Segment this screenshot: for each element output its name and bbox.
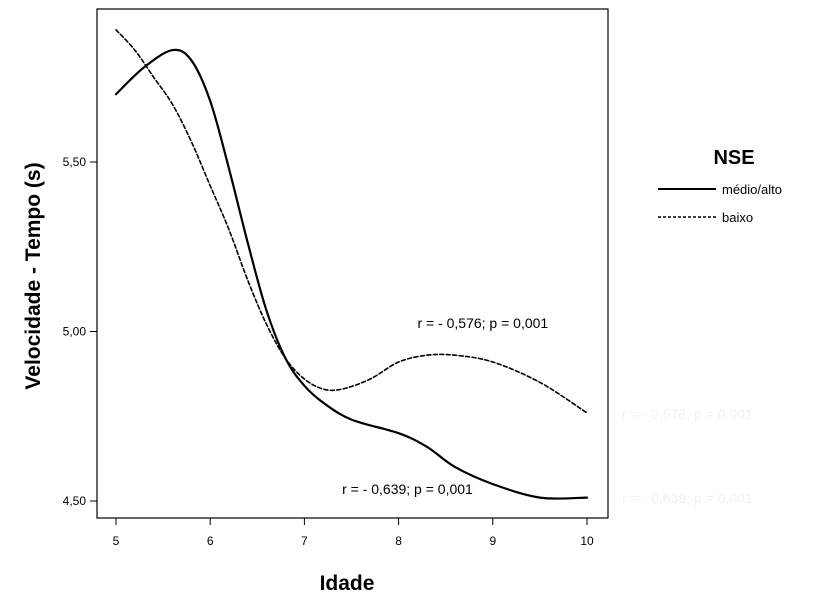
legend-label-medio-alto: médio/alto (722, 182, 782, 197)
x-tick-label: 5 (113, 534, 120, 548)
legend-label-baixo: baixo (722, 210, 753, 225)
series-layer (114, 29, 589, 500)
x-tick-label: 7 (301, 534, 308, 548)
x-tick-label: 6 (207, 534, 214, 548)
series-line-medio-alto (114, 48, 589, 500)
y-axis-label: Velocidade - Tempo (s) (22, 162, 45, 389)
y-tick-label: 5,50 (63, 155, 87, 169)
series-line-baixo (115, 29, 588, 414)
x-tick-label: 9 (489, 534, 496, 548)
x-axis: 5 6 7 8 9 10 (113, 518, 594, 548)
annotation-layer: r = - 0,576; p = 0,001 r = - 0,639; p = 0… (342, 315, 753, 506)
plot-frame (96, 8, 609, 519)
correlation-annotation: r = - 0,639; p = 0,001 (342, 481, 473, 497)
y-axis: 4,50 5,00 5,50 (63, 155, 97, 508)
correlation-annotation: r = - 0,576; p = 0,001 (417, 315, 548, 331)
faint-annotation: r = - 0,576; p = 0,001 (622, 406, 753, 422)
x-axis-label: Idade (320, 572, 375, 595)
x-tick-label: 10 (580, 534, 594, 548)
legend: NSE médio/alto baixo (658, 147, 782, 225)
faint-annotation: r = - 0,639; p = 0,001 (622, 490, 753, 506)
y-tick-label: 4,50 (63, 494, 87, 508)
legend-title: NSE (713, 147, 754, 169)
y-tick-label: 5,00 (63, 325, 87, 339)
x-tick-label: 8 (395, 534, 402, 548)
